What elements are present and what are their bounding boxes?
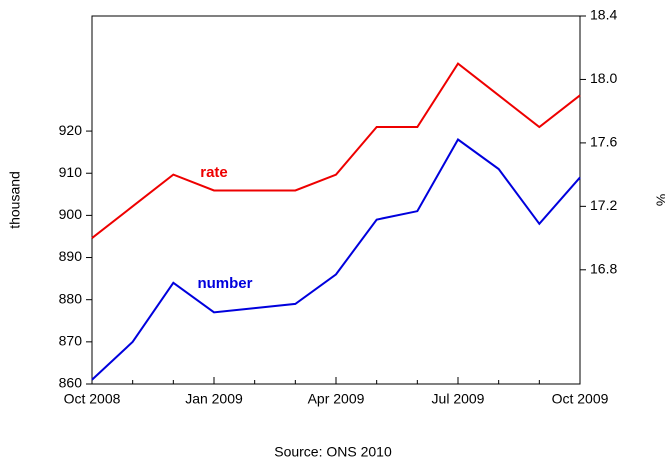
y2-tick-label: 18.4 [590,7,617,23]
y-tick-label: 890 [59,248,83,264]
y2-tick-label: 18.0 [590,70,617,86]
data-line [91,62,581,239]
y2-axis-label: % [653,194,665,206]
series-label: number [197,275,252,292]
y-axis-label: thousand [7,171,23,229]
y-tick-label: 870 [59,333,83,349]
y2-tick-label: 17.2 [590,197,617,213]
y-tick-label: 900 [59,206,83,222]
x-tick-label: Oct 2008 [64,391,121,407]
series-label: rate [200,164,228,181]
source: Source: ONS 2010 [274,444,392,460]
x-tick-label: Apr 2009 [308,391,365,407]
y2-tick-label: 17.6 [590,134,617,150]
y-tick-label: 880 [59,290,83,306]
data-line [91,138,581,381]
x-tick-label: Oct 2009 [552,391,609,407]
y-tick-label: 910 [59,164,83,180]
y2-tick-label: 16.8 [590,260,617,276]
plot-frame [91,15,581,385]
x-tick-label: Jul 2009 [432,391,485,407]
x-tick-label: Jan 2009 [185,391,243,407]
y-tick-label: 920 [59,122,83,138]
y-tick-label: 860 [59,375,83,391]
